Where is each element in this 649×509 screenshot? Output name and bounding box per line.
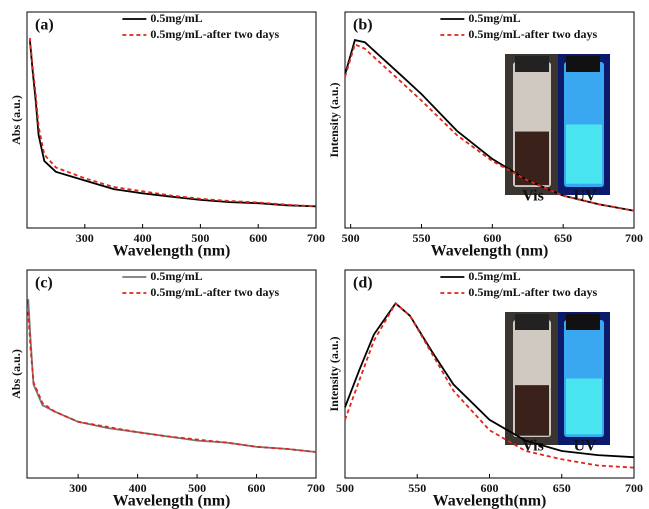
cap <box>566 56 600 72</box>
panel-label: (c) <box>35 275 53 292</box>
series-line <box>30 38 316 207</box>
legend-label: 0.5mg/mL <box>150 269 202 283</box>
y-axis-label: Abs (a.u.) <box>9 95 23 145</box>
inset-label: Vis <box>522 188 544 205</box>
y-axis-label: Intensity (a.u.) <box>327 336 341 411</box>
cap <box>566 314 600 330</box>
legend-label: 0.5mg/mL-after two days <box>150 285 279 299</box>
cap <box>515 314 549 330</box>
x-tick-label: 600 <box>248 481 266 495</box>
x-tick-label: 600 <box>249 231 267 245</box>
vial-uv-liquid <box>566 125 602 184</box>
panel-label: (a) <box>35 17 54 34</box>
vial-vis-liquid <box>515 385 549 436</box>
x-tick-label: 700 <box>307 481 325 495</box>
series-line <box>30 40 316 206</box>
x-axis-label: Wavelength (nm) <box>113 493 231 509</box>
legend-label: 0.5mg/mL-after two days <box>468 27 597 41</box>
y-axis-label: Intensity (a.u.) <box>327 82 341 157</box>
x-tick-label: 550 <box>408 481 426 495</box>
x-tick-label: 650 <box>554 231 572 245</box>
series-line <box>28 299 316 452</box>
x-axis-label: Wavelength (nm) <box>431 243 549 260</box>
x-tick-label: 500 <box>342 231 360 245</box>
vial-uv-liquid <box>566 379 602 435</box>
x-tick-label: 300 <box>69 481 87 495</box>
legend-label: 0.5mg/mL-after two days <box>150 27 279 41</box>
series-line <box>28 312 316 452</box>
plot-frame <box>27 270 316 478</box>
x-tick-label: 650 <box>553 481 571 495</box>
x-tick-label: 700 <box>625 481 643 495</box>
x-tick-label: 500 <box>336 481 354 495</box>
legend-label: 0.5mg/mL <box>468 11 520 25</box>
cap <box>515 56 549 72</box>
figure: 300400500600700Wavelength (nm)Abs (a.u.)… <box>0 0 649 509</box>
legend-label: 0.5mg/mL <box>468 269 520 283</box>
x-tick-label: 300 <box>76 231 94 245</box>
x-tick-label: 700 <box>307 231 325 245</box>
y-axis-label: Abs (a.u.) <box>9 349 23 399</box>
x-axis-label: Wavelength (nm) <box>113 243 231 260</box>
panel-label: (b) <box>353 17 373 34</box>
x-tick-label: 550 <box>413 231 431 245</box>
x-tick-label: 700 <box>625 231 643 245</box>
legend-label: 0.5mg/mL <box>150 11 202 25</box>
legend-label: 0.5mg/mL-after two days <box>468 285 597 299</box>
x-axis-label: Wavelength(nm) <box>433 493 547 509</box>
panel-label: (d) <box>353 275 373 292</box>
